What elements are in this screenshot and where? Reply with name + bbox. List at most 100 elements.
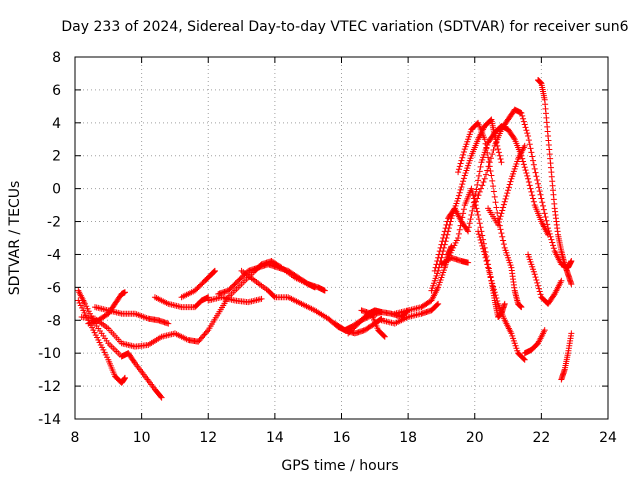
y-tick-label: 6	[52, 83, 61, 99]
y-tick-label: 2	[52, 149, 61, 165]
data-point	[505, 187, 512, 194]
data-point	[495, 149, 502, 156]
data-point	[460, 151, 467, 158]
series-arc-22	[475, 228, 528, 363]
series-arc-23	[485, 142, 528, 228]
data-point	[500, 201, 507, 208]
y-tick-label: -8	[47, 313, 61, 329]
y-tick-label: -6	[47, 280, 61, 296]
data-point	[485, 163, 492, 170]
data-point	[459, 214, 466, 221]
data-point	[546, 230, 553, 237]
data-point	[528, 188, 535, 195]
data-point	[530, 195, 537, 202]
data-point	[489, 151, 496, 158]
data-point	[434, 258, 441, 265]
chart-title: Day 233 of 2024, Sidereal Day-to-day VTE…	[61, 19, 628, 35]
data-point	[539, 199, 546, 206]
data-point	[436, 248, 443, 255]
data-point	[479, 242, 486, 249]
data-point	[473, 205, 480, 212]
data-point	[479, 182, 486, 189]
data-point	[472, 198, 479, 205]
data-point	[443, 221, 450, 228]
data-point	[568, 281, 575, 288]
data-point	[455, 169, 462, 176]
data-point	[380, 332, 387, 339]
data-point	[550, 242, 557, 249]
data-point	[440, 231, 447, 238]
data-point	[482, 171, 489, 178]
data-point	[535, 282, 542, 289]
x-tick-label: 8	[71, 430, 80, 446]
x-tick-label: 16	[333, 430, 351, 446]
data-point	[484, 261, 491, 268]
data-point	[543, 217, 550, 224]
x-tick-label: 20	[466, 430, 484, 446]
series-arc-18	[438, 254, 472, 268]
data-point	[544, 221, 551, 228]
data-point	[465, 228, 472, 235]
series-arc-13	[358, 307, 388, 340]
data-point	[480, 245, 487, 252]
series-arc-5	[91, 304, 172, 327]
data-point	[540, 206, 547, 213]
data-point	[491, 193, 498, 200]
data-point	[476, 188, 483, 195]
data-point	[520, 115, 527, 122]
data-point	[550, 245, 557, 252]
series-arc-14	[378, 300, 442, 327]
data-point	[526, 141, 533, 148]
data-point	[490, 286, 497, 293]
data-point	[477, 163, 484, 170]
data-point	[438, 241, 445, 248]
data-point	[495, 218, 502, 225]
series-arc-1	[75, 287, 165, 401]
data-point	[520, 161, 527, 168]
data-point	[518, 109, 525, 116]
data-point	[541, 327, 548, 334]
data-point	[456, 189, 463, 196]
data-point	[455, 166, 462, 173]
data-point	[459, 154, 466, 161]
data-point	[456, 163, 463, 170]
data-point	[460, 178, 467, 185]
data-point	[536, 288, 543, 295]
data-point	[493, 204, 500, 211]
data-point	[521, 121, 528, 128]
data-point	[495, 146, 502, 153]
x-tick-label: 24	[599, 430, 617, 446]
data-point	[475, 172, 482, 179]
data-point	[486, 159, 493, 166]
data-point	[507, 178, 514, 185]
data-point	[525, 132, 532, 139]
data-point	[465, 224, 472, 231]
data-point	[465, 259, 472, 266]
data-point	[521, 164, 528, 171]
data-point	[505, 184, 512, 191]
data-point	[558, 277, 565, 284]
data-point	[455, 195, 462, 202]
data-point	[204, 328, 211, 335]
data-point	[492, 292, 499, 299]
data-point	[501, 198, 508, 205]
data-point	[490, 146, 497, 153]
data-point	[534, 279, 541, 286]
data-point	[548, 236, 555, 243]
data-point	[533, 173, 540, 180]
data-point	[480, 179, 487, 186]
x-tick-label: 22	[532, 430, 550, 446]
data-point	[478, 239, 485, 246]
series-arc-10	[205, 294, 265, 306]
data-point	[525, 175, 532, 182]
data-point	[521, 142, 528, 149]
data-point	[476, 220, 483, 227]
data-point	[520, 118, 527, 125]
data-point	[493, 295, 500, 302]
data-point	[459, 181, 466, 188]
x-tick-label: 10	[133, 430, 151, 446]
data-point	[476, 234, 483, 241]
data-point	[498, 159, 505, 166]
data-point	[530, 157, 537, 164]
